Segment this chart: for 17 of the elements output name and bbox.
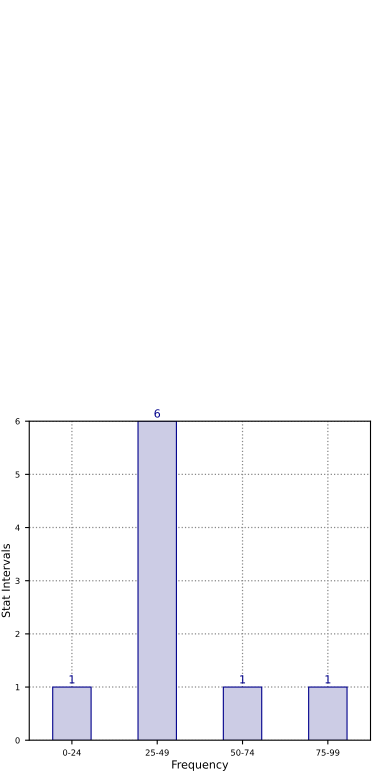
y-tick-label: 4 <box>15 524 20 531</box>
data-label: 1 <box>70 675 74 684</box>
x-tick-label: 25-49 <box>146 749 169 756</box>
y-tick-label: 1 <box>16 684 20 690</box>
y-tick-label: 2 <box>16 630 20 638</box>
y-axis-title: Stat Intervals <box>1 544 10 618</box>
x-tick-label: 50-74 <box>231 749 254 756</box>
x-tick-label: 75-99 <box>316 749 340 756</box>
data-label: 6 <box>154 409 160 418</box>
y-tick-label: 6 <box>16 418 20 424</box>
data-label: 1 <box>326 675 330 684</box>
y-tick-label: 0 <box>15 737 20 744</box>
data-label: 1 <box>240 675 246 684</box>
y-tick-label: 5 <box>16 471 20 478</box>
x-axis-title: Frequency <box>172 760 228 771</box>
y-tick-label: 3 <box>16 578 20 584</box>
x-tick-label: 0-24 <box>63 749 81 756</box>
